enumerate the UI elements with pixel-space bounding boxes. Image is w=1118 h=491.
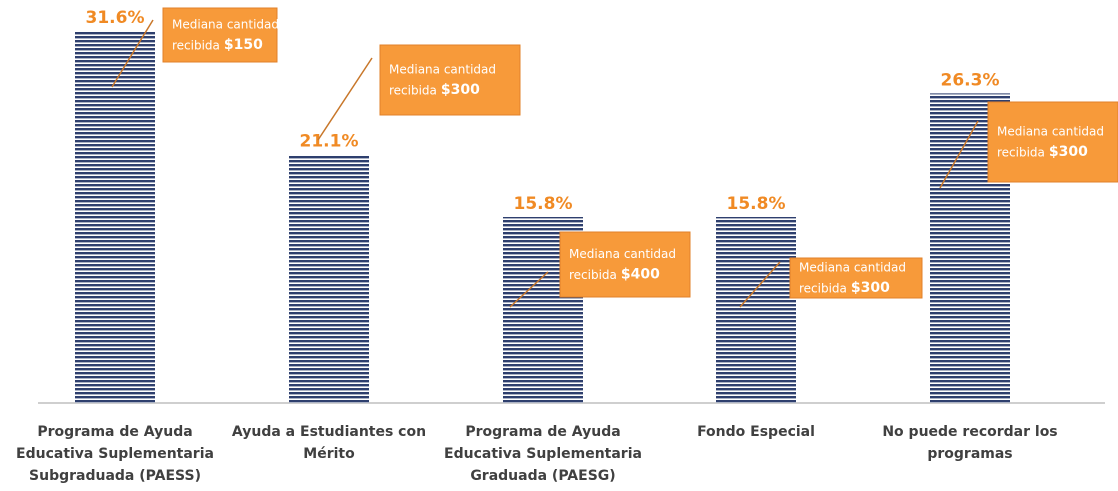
x-tick-label: Programa de Ayuda Educativa Suplementaria… <box>16 424 214 484</box>
callout-line <box>939 120 979 189</box>
callout-text: recibida <box>799 282 847 296</box>
callout-amount: $400 <box>621 267 660 283</box>
value-label: 26.3% <box>941 70 1000 90</box>
callout-text: recibida <box>569 268 617 282</box>
callout-text: Mediana cantidad <box>172 18 279 32</box>
value-label: 21.1% <box>300 132 359 152</box>
callout-text: recibida <box>389 84 437 98</box>
callout-amount: $300 <box>851 280 890 296</box>
callout-box <box>559 231 691 298</box>
callout-text: Mediana cantidad <box>997 125 1104 139</box>
callout-line <box>111 19 154 88</box>
callout-line <box>509 271 549 308</box>
bar <box>716 217 796 403</box>
callout-amount: $300 <box>1049 144 1088 160</box>
callout-text: recibida <box>997 146 1045 160</box>
callout-text: Mediana cantidad <box>799 261 906 275</box>
x-tick-label: Programa de Ayuda Educativa Suplementaria… <box>444 424 642 484</box>
bar <box>75 31 155 403</box>
callout-box <box>987 101 1118 183</box>
x-tick-label: Fondo Especial <box>697 424 815 440</box>
callout-line <box>739 261 781 308</box>
callout-box <box>162 7 278 63</box>
value-label: 31.6% <box>86 8 145 28</box>
callout-box <box>379 44 521 116</box>
callout-amount: $150 <box>224 37 263 53</box>
callout-text: Mediana cantidad <box>389 63 496 77</box>
callout-text: recibida <box>172 39 220 53</box>
callout-line <box>317 57 373 141</box>
value-label: 15.8% <box>514 194 573 214</box>
callout-text: Mediana cantidad <box>569 247 676 261</box>
x-tick-label: Ayuda a Estudiantes con Mérito <box>232 424 426 462</box>
bar <box>289 154 369 403</box>
x-tick-label: No puede recordar los programas <box>882 424 1057 462</box>
value-label: 15.8% <box>727 194 786 214</box>
callout-box <box>789 257 923 299</box>
callout-amount: $300 <box>441 82 480 98</box>
